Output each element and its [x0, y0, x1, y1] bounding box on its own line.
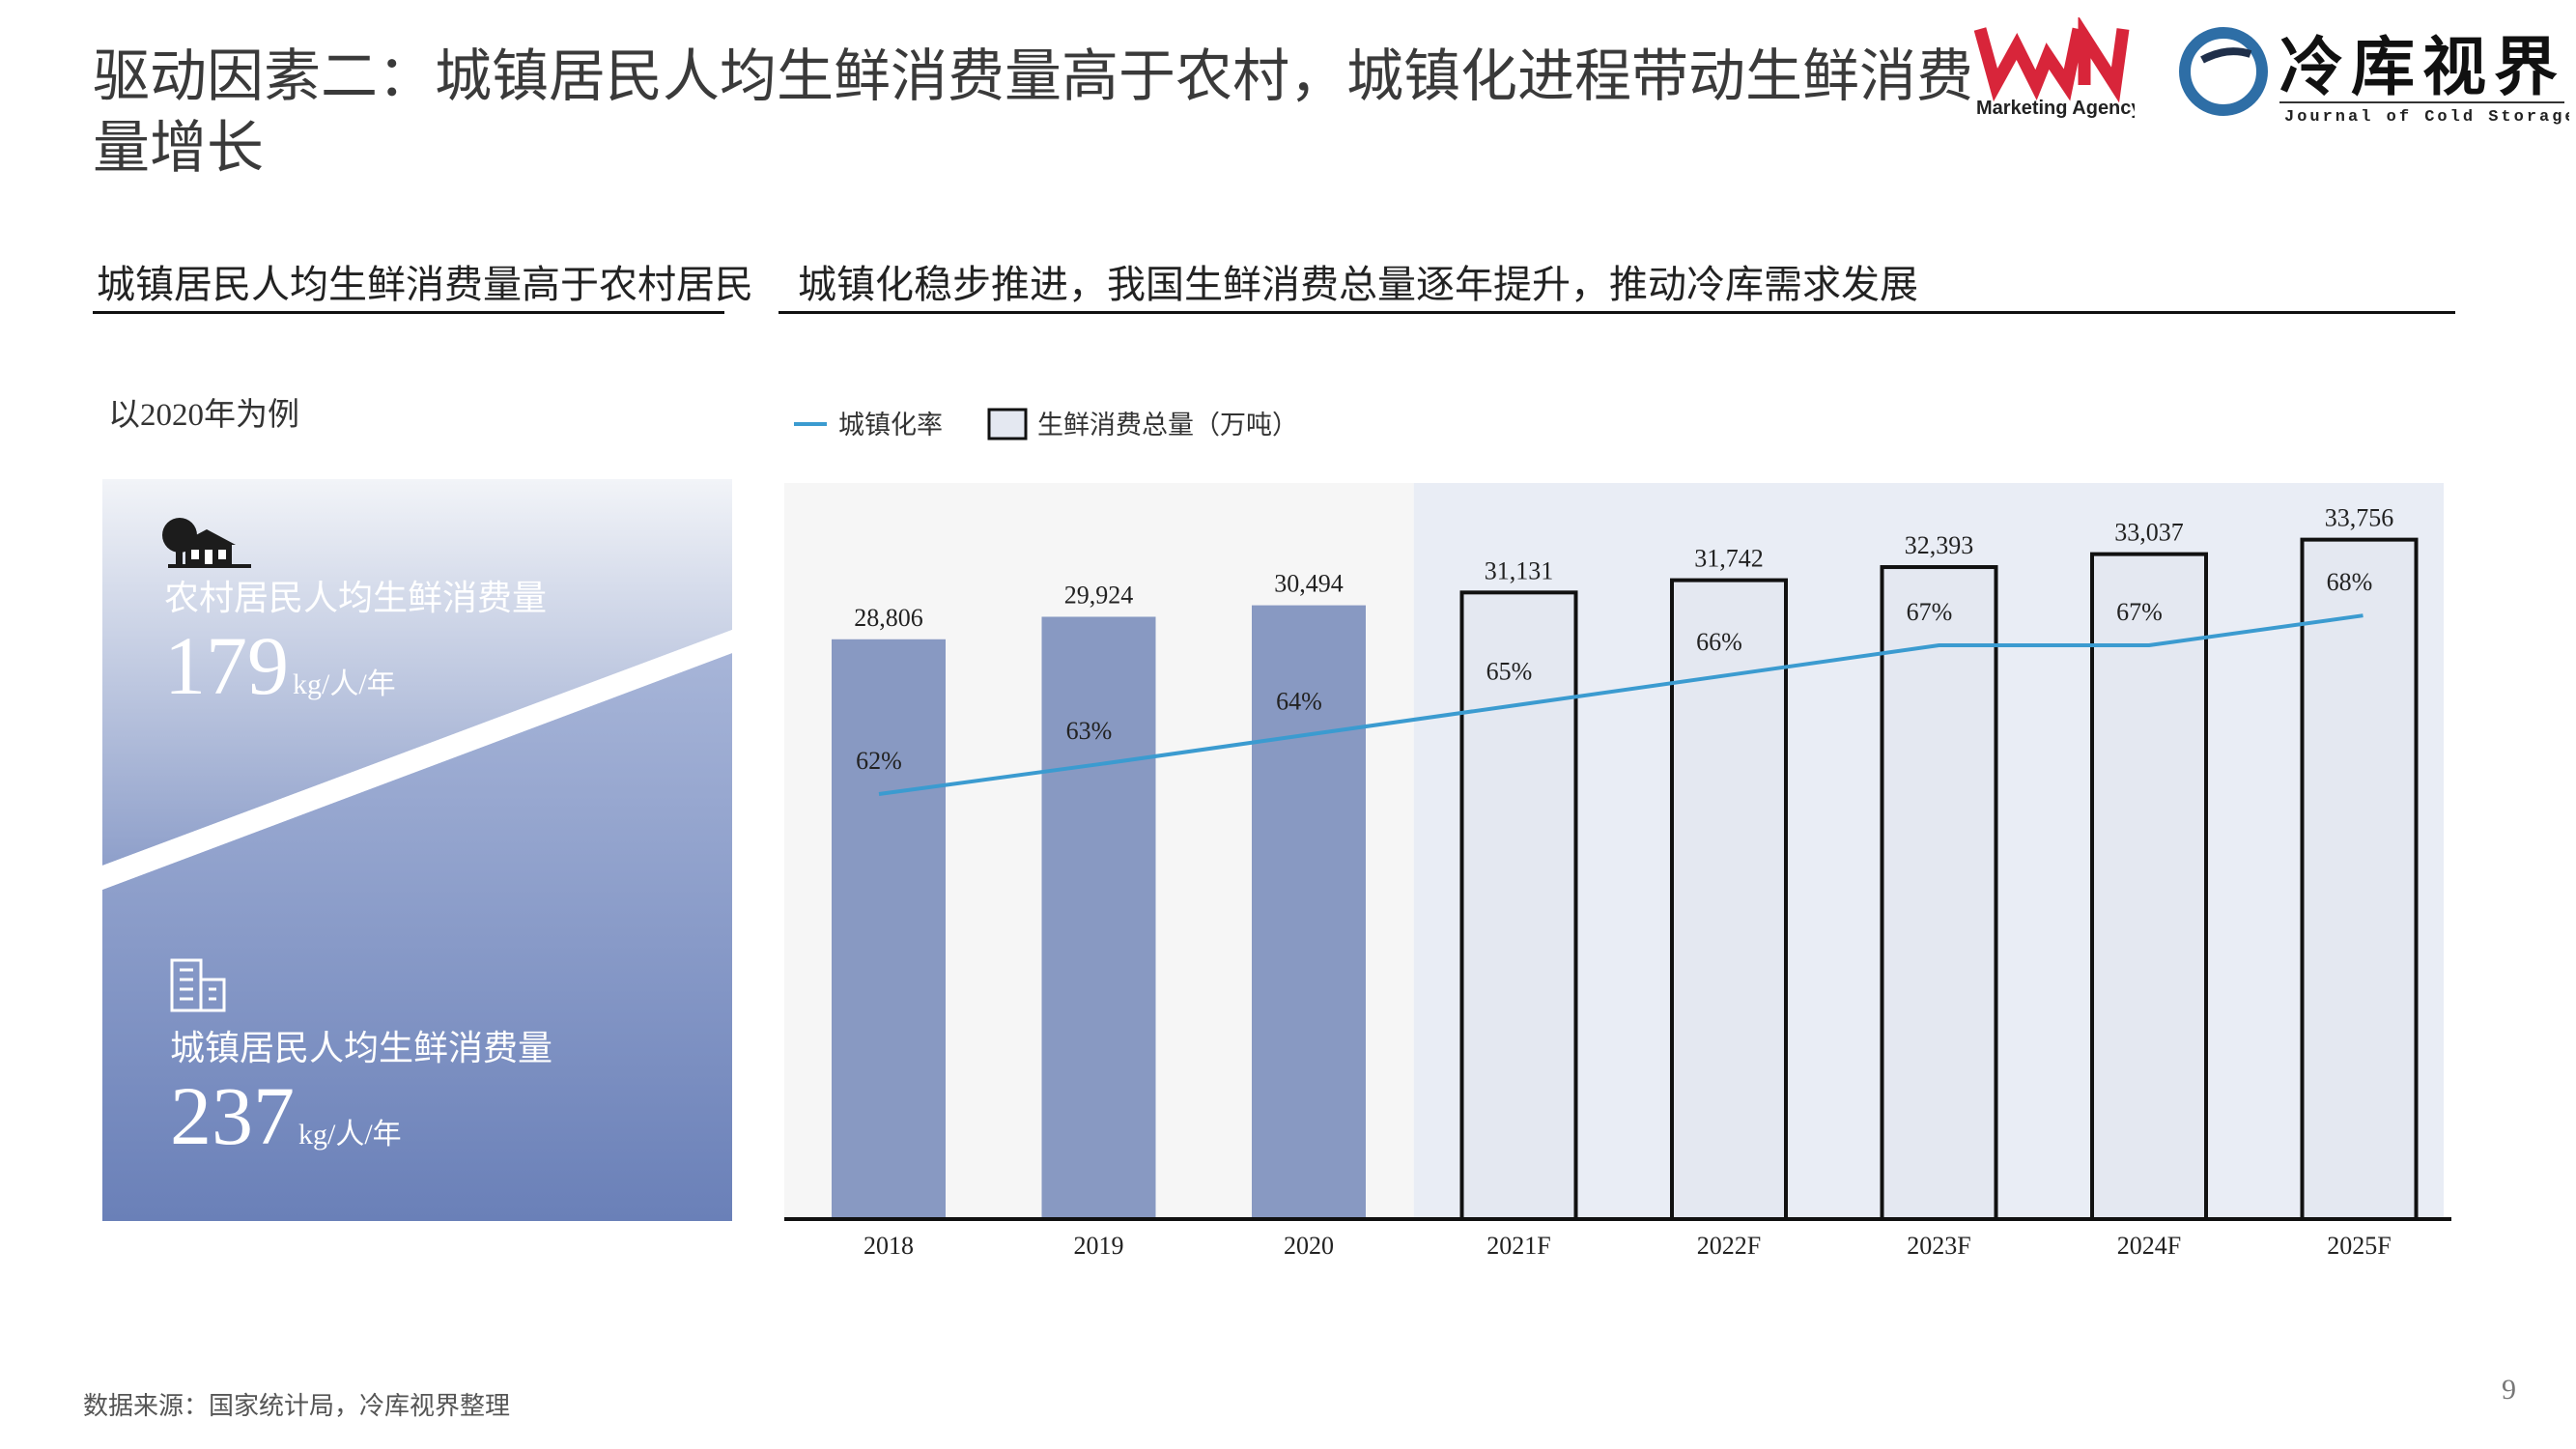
bar-value-label-2024F: 33,037 — [2114, 519, 2184, 547]
wn-logo-mark-right — [2078, 17, 2130, 103]
cold-storage-logo-en: Journal of Cold Storage — [2284, 108, 2569, 127]
x-tick-label-2021F: 2021F — [1486, 1232, 1550, 1260]
bar-value-label-2018: 28,806 — [854, 604, 923, 632]
bar-value-label-2025F: 33,756 — [2325, 504, 2394, 532]
bar-2019 — [1041, 616, 1156, 1219]
bar-value-label-2022F: 31,742 — [1694, 545, 1764, 573]
page-number: 9 — [2502, 1374, 2516, 1406]
urban-consumption-unit: kg/人/年 — [298, 1119, 402, 1151]
left-caption: 以2020年为例 — [108, 398, 299, 433]
x-tick-label-2023F: 2023F — [1907, 1232, 1970, 1260]
line-value-label-2023F: 67% — [1907, 598, 1953, 626]
line-value-label-2019: 63% — [1066, 717, 1113, 745]
bar-value-label-2020: 30,494 — [1274, 570, 1344, 598]
line-value-label-2021F: 65% — [1486, 658, 1533, 686]
x-tick-label-2019: 2019 — [1074, 1232, 1124, 1260]
bar-value-label-2019: 29,924 — [1064, 581, 1134, 609]
wn-logo-text: Marketing Agency — [1976, 98, 2135, 119]
cold-storage-logo-swirl — [2194, 62, 2254, 93]
bar-value-label-2021F: 31,131 — [1485, 556, 1554, 584]
urban-consumption-value-row: 237 kg/人/年 — [170, 1072, 402, 1159]
building-icon — [170, 958, 226, 1012]
bar-value-label-2023F: 32,393 — [1905, 531, 1974, 559]
cold-storage-logo-ring — [2179, 27, 2268, 116]
right-section-rule — [778, 311, 2455, 314]
rural-consumption-label: 农村居民人均生鲜消费量 — [164, 579, 548, 617]
wn-logo: Marketing Agency — [1973, 17, 2135, 119]
wn-logo-mark — [1973, 27, 2085, 102]
rural-consumption-value: 179 — [164, 619, 289, 712]
line-value-label-2020: 64% — [1276, 687, 1322, 715]
bar-2018 — [832, 639, 946, 1219]
footer-source: 数据来源：国家统计局，冷库视界整理 — [83, 1392, 511, 1420]
bar-2023F — [1880, 565, 1998, 1222]
legend-bar-label: 生鲜消费总量（万吨） — [1037, 411, 1298, 440]
panel-background — [102, 479, 732, 1221]
line-value-label-2025F: 68% — [2327, 568, 2373, 596]
consumption-urbanization-chart: 城镇化率 生鲜消费总量（万吨） 28,806 2018 29,924 2019 30,494… — [784, 408, 2451, 1260]
page-title: 驱动因素二：城镇居民人均生鲜消费量高于农村，城镇化进程带动生鲜消费量增长 — [93, 44, 1974, 180]
bar-2025F — [2300, 537, 2419, 1221]
x-tick-label-2020: 2020 — [1284, 1232, 1334, 1260]
left-section-rule — [93, 311, 724, 314]
line-value-label-2024F: 67% — [2116, 598, 2163, 626]
x-tick-label-2024F: 2024F — [2117, 1232, 2181, 1260]
legend-line-label: 城镇化率 — [838, 411, 943, 440]
cold-storage-logo-cn: 冷库视界 — [2279, 29, 2565, 104]
x-tick-label-2018: 2018 — [863, 1232, 914, 1260]
consumption-comparison-panel: 农村居民人均生鲜消费量 179 kg/人/年 城镇居民人均生鲜消费量 237 kg/… — [102, 479, 732, 1221]
urban-consumption-value: 237 — [170, 1069, 295, 1162]
bar-2022F — [1670, 578, 1788, 1221]
cold-storage-logo: 冷库视界 Journal of Cold Storage — [2179, 27, 2569, 127]
left-section-title: 城镇居民人均生鲜消费量高于农村居民 — [97, 263, 753, 306]
legend-bar-swatch — [987, 408, 1028, 440]
line-value-label-2022F: 66% — [1696, 628, 1742, 656]
x-tick-label-2022F: 2022F — [1697, 1232, 1761, 1260]
bar-2024F — [2090, 552, 2208, 1221]
bar-2021F — [1459, 590, 1578, 1221]
rural-consumption-unit: kg/人/年 — [293, 668, 396, 700]
line-value-label-2018: 62% — [856, 747, 902, 775]
farmhouse-icon — [162, 518, 251, 568]
rural-consumption-value-row: 179 kg/人/年 — [164, 622, 396, 709]
bar-2020 — [1252, 605, 1366, 1219]
right-section-title: 城镇化稳步推进，我国生鲜消费总量逐年提升，推动冷库需求发展 — [798, 263, 1918, 306]
urban-consumption-label: 城镇居民人均生鲜消费量 — [170, 1029, 553, 1067]
urbanization-rate-line — [878, 613, 2364, 796]
x-tick-label-2025F: 2025F — [2327, 1232, 2391, 1260]
